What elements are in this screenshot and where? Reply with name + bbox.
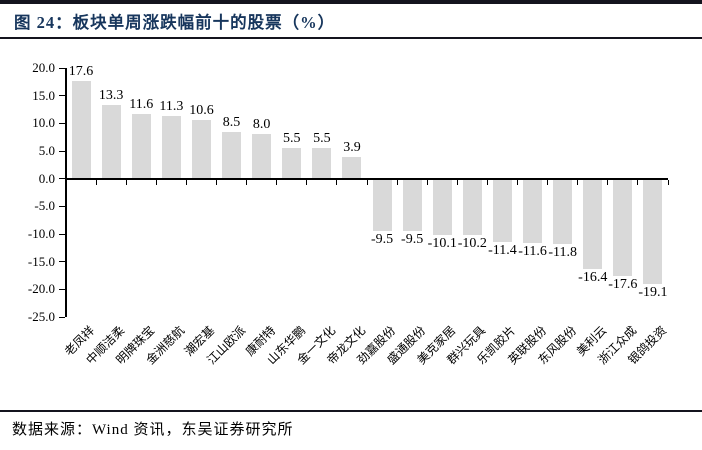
- footer-divider: [0, 410, 702, 412]
- bar-value-label: -11.8: [548, 244, 577, 260]
- data-source-note: 数据来源：Wind 资讯，东吴证券研究所: [12, 422, 294, 438]
- bar-value-label: -11.4: [488, 242, 517, 258]
- y-axis-tick: [59, 288, 65, 290]
- x-axis-tick: [426, 179, 428, 185]
- x-axis-tick: [486, 179, 488, 185]
- bar-value-label: -10.1: [427, 235, 457, 251]
- bar-value-label: -16.4: [578, 270, 608, 286]
- x-axis-tick: [336, 179, 338, 185]
- x-axis-tick: [667, 179, 669, 185]
- bar: [613, 178, 633, 277]
- x-axis-tick: [95, 179, 97, 185]
- x-axis-tick: [216, 179, 217, 185]
- bar-value-label: 13.3: [98, 88, 124, 104]
- bar: [402, 178, 422, 232]
- y-axis-label: 15.0: [32, 87, 55, 103]
- x-axis-tick: [185, 179, 187, 185]
- x-axis-tick: [577, 179, 579, 185]
- bar: [462, 178, 482, 236]
- bar: [282, 148, 302, 179]
- bar: [222, 131, 242, 179]
- y-axis-label: 10.0: [32, 115, 55, 131]
- bar-value-label: 5.5: [283, 131, 301, 147]
- bar-value-label: 3.9: [343, 140, 361, 156]
- bar-value-label: -17.6: [608, 277, 638, 293]
- y-axis-label: 0.0: [38, 170, 55, 186]
- figure-title: 图 24：板块单周涨跌幅前十的股票（%）: [14, 13, 336, 32]
- bar-value-label: -9.5: [401, 232, 424, 248]
- y-axis-tick: [59, 233, 65, 235]
- x-axis-tick: [155, 179, 157, 185]
- bar: [342, 157, 362, 179]
- x-axis-line: [65, 177, 668, 180]
- y-axis-tick: [59, 67, 65, 69]
- y-axis-label: -10.0: [27, 226, 55, 241]
- y-axis-line: [65, 68, 67, 317]
- bar: [432, 178, 452, 235]
- y-axis-label: -15.0: [27, 253, 55, 269]
- y-axis-tick: [59, 205, 65, 207]
- title-divider: [0, 37, 702, 39]
- x-axis-tick: [125, 179, 127, 185]
- bar: [643, 178, 663, 285]
- y-axis-label: 5.0: [38, 143, 55, 158]
- bar-value-label: 8.0: [252, 117, 271, 133]
- bar: [372, 178, 392, 232]
- x-axis-tick: [517, 179, 518, 185]
- bar: [131, 114, 151, 179]
- bar: [492, 178, 512, 242]
- bar-value-label: 11.3: [159, 99, 184, 115]
- bar-value-label: 11.6: [129, 97, 154, 113]
- y-axis-label: 20.0: [32, 60, 55, 75]
- y-axis-label: -20.0: [27, 281, 55, 297]
- bar-value-label: -19.1: [638, 285, 668, 301]
- y-axis-tick: [59, 150, 65, 152]
- bar: [523, 178, 543, 243]
- bar: [583, 178, 603, 270]
- x-axis-tick: [246, 179, 248, 185]
- bar: [312, 148, 332, 179]
- y-axis-label: -25.0: [27, 309, 55, 324]
- y-axis-tick: [59, 95, 65, 97]
- bar: [101, 105, 121, 179]
- x-axis-tick: [366, 179, 368, 185]
- bar-value-label: 17.6: [68, 64, 94, 80]
- bar: [553, 178, 573, 244]
- x-axis-tick: [607, 179, 609, 185]
- bar-value-label: -10.2: [457, 236, 487, 252]
- bar: [252, 134, 272, 179]
- x-axis-tick: [306, 179, 308, 185]
- y-axis-tick: [59, 261, 65, 263]
- bar: [161, 116, 181, 179]
- x-axis-tick: [547, 179, 549, 185]
- y-axis-tick: [59, 178, 65, 180]
- bar: [191, 120, 211, 179]
- x-axis-tick: [637, 179, 639, 185]
- top-divider: [0, 0, 702, 4]
- bar: [71, 81, 91, 179]
- x-axis-tick: [276, 179, 278, 185]
- bar-value-label: 5.5: [313, 131, 331, 147]
- x-axis-tick: [456, 179, 458, 185]
- bar-value-label: -11.6: [518, 243, 547, 259]
- bar-value-label: 10.6: [189, 103, 214, 118]
- bar-value-label: -9.5: [370, 232, 394, 248]
- y-axis-tick: [59, 316, 65, 318]
- bar-value-label: 8.5: [222, 114, 241, 130]
- x-axis-tick: [396, 179, 398, 185]
- y-axis-tick: [59, 122, 65, 124]
- y-axis-label: -5.0: [34, 198, 55, 214]
